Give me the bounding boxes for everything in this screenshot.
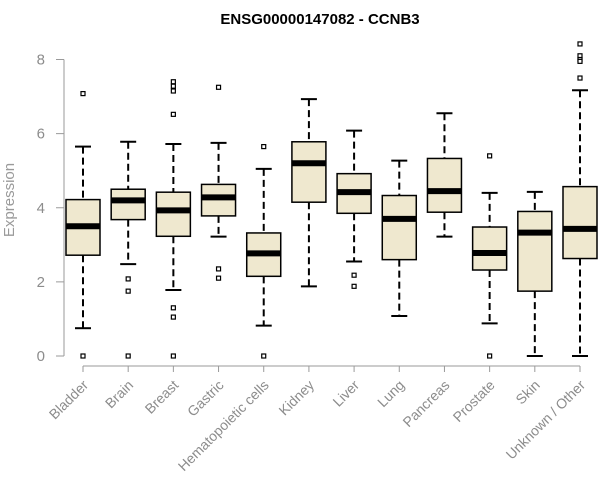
outlier-point (487, 153, 493, 159)
y-tick-label: 4 (37, 200, 45, 217)
outlier-point (170, 305, 176, 311)
x-tick-label: Liver (329, 377, 362, 410)
y-tick-label: 8 (37, 52, 45, 69)
box-iqr (381, 194, 418, 261)
x-tick-label: Brain (102, 377, 136, 411)
x-tick-label: Kidney (275, 377, 317, 419)
x-tick-label: Lung (374, 377, 407, 410)
outlier-point (125, 276, 131, 282)
box-hematopoietic-cells (245, 143, 282, 359)
box-breast (155, 79, 192, 359)
x-tick-label: Unknown / Other (503, 377, 589, 463)
outlier-point (80, 90, 86, 97)
box-liver (336, 129, 372, 289)
outlier-point (125, 353, 131, 359)
y-tick-label: 2 (37, 274, 45, 291)
outlier-point (577, 41, 583, 47)
x-tick-label: Skin (512, 377, 543, 408)
outlier-point (577, 75, 583, 81)
outlier-point (487, 353, 493, 359)
box-bladder (65, 90, 101, 359)
y-tick-label: 0 (37, 348, 45, 365)
x-tick-label: Bladder (46, 377, 92, 423)
outlier-point (170, 83, 176, 89)
box-pancreas (426, 112, 463, 238)
outlier-point (170, 353, 176, 359)
box-unknown-other (562, 41, 598, 357)
x-tick-label: Gastric (184, 377, 227, 420)
outlier-point (351, 283, 357, 289)
y-axis-label: Expression (1, 163, 18, 237)
outlier-point (125, 288, 131, 294)
chart-title: ENSG00000147082 - CCNB3 (220, 11, 419, 28)
box-skin (517, 190, 553, 357)
box-iqr (291, 141, 327, 203)
outlier-point (170, 79, 176, 85)
outlier-point (351, 272, 357, 278)
outlier-point (261, 143, 267, 150)
outlier-point (170, 314, 176, 320)
box-iqr (562, 185, 598, 260)
box-kidney (291, 98, 327, 288)
box-lung (381, 159, 418, 317)
box-iqr (110, 188, 146, 221)
box-prostate (471, 153, 508, 359)
outlier-point (215, 275, 222, 281)
box-brain (110, 140, 146, 359)
x-tick-label: Pancreas (399, 377, 452, 430)
x-tick-label: Breast (142, 377, 182, 417)
box-gastric (200, 84, 237, 281)
y-axis: 0 2 4 6 8 (37, 52, 65, 365)
y-tick-label: 6 (37, 126, 45, 143)
box-iqr (471, 226, 508, 271)
outlier-point (215, 84, 222, 90)
outlier-point (261, 353, 267, 359)
x-tick-label: Prostate (450, 377, 498, 425)
box-iqr (517, 210, 553, 292)
outlier-point (577, 58, 583, 64)
outlier-point (215, 266, 222, 272)
outlier-point (170, 88, 176, 94)
box-iqr (426, 157, 463, 213)
boxes-group (65, 41, 598, 359)
outlier-point (170, 111, 176, 117)
box-iqr (155, 191, 192, 238)
outlier-point (80, 353, 86, 359)
